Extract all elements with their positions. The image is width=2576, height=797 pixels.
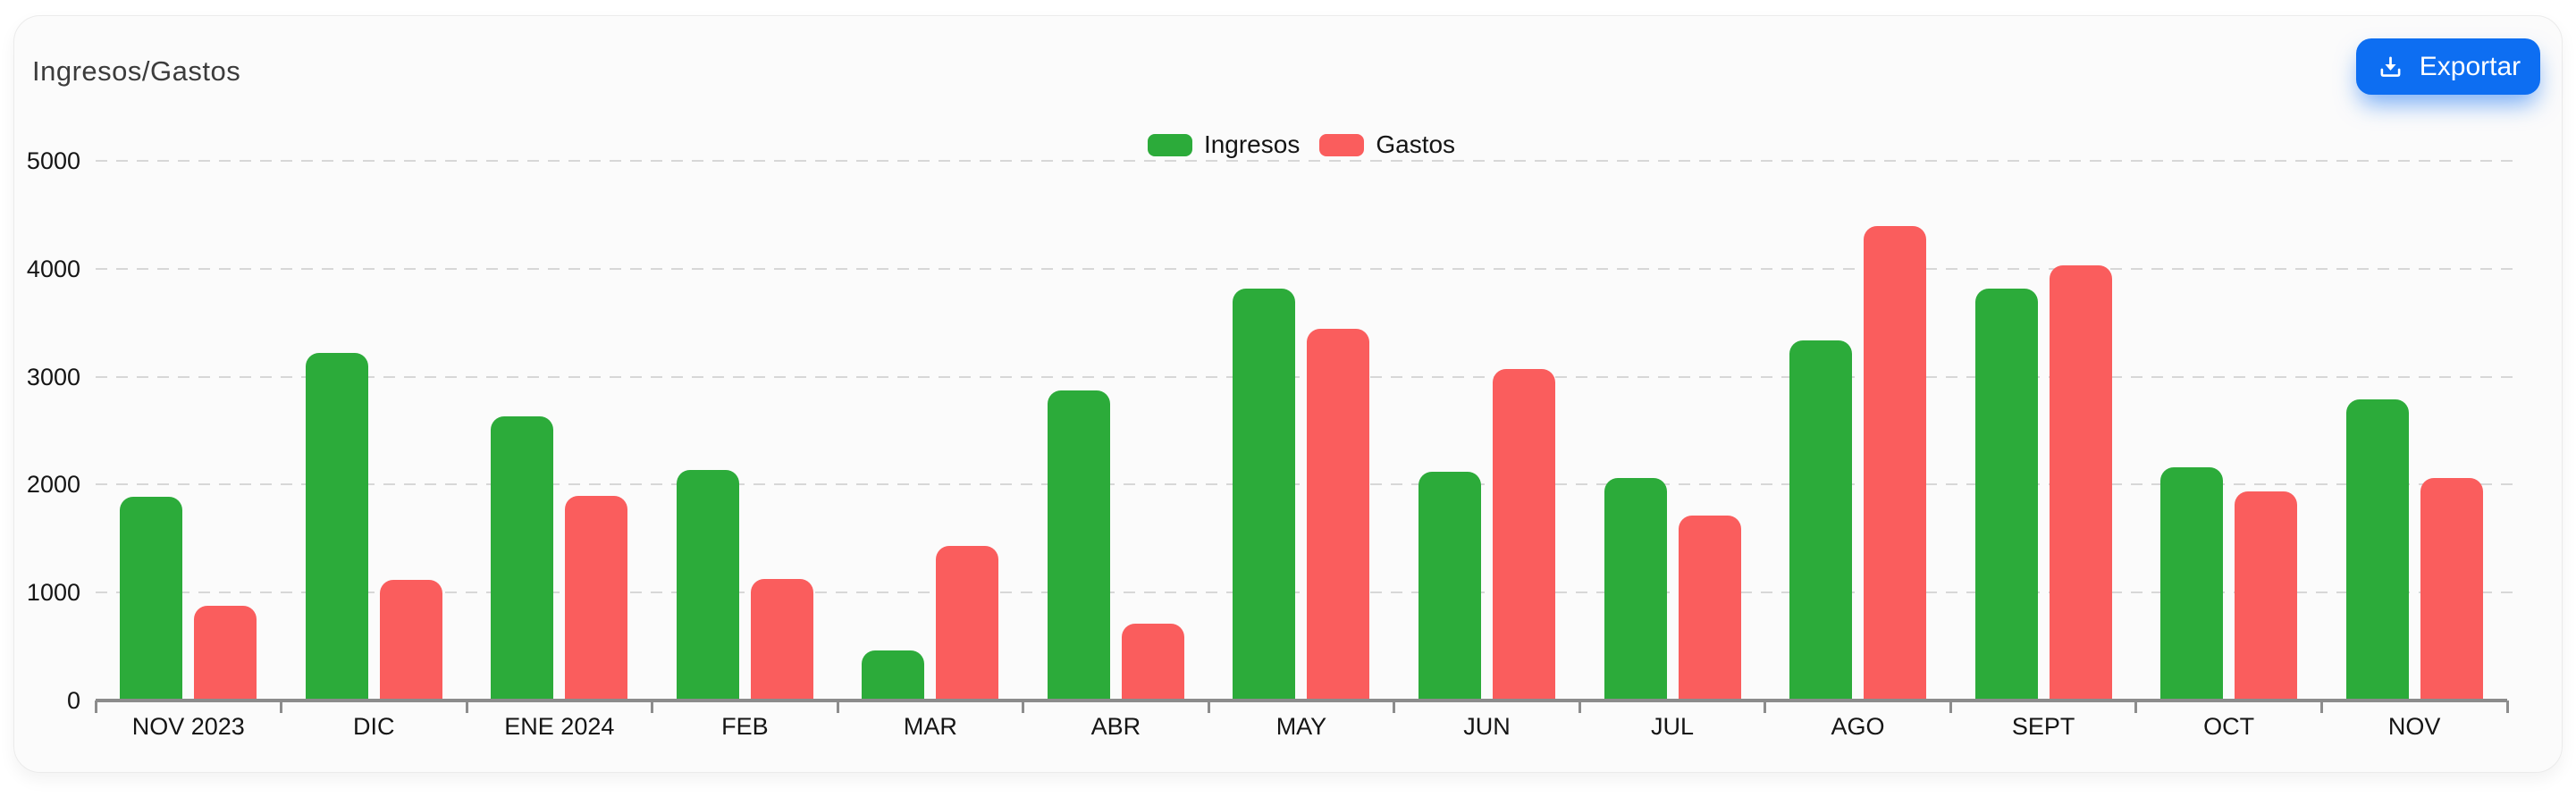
category-group-ene-2024 bbox=[467, 161, 652, 701]
bar-gastos-feb[interactable] bbox=[750, 578, 813, 701]
x-axis-label-ene-2024: ENE 2024 bbox=[504, 713, 615, 740]
bar-gastos-ene-2024[interactable] bbox=[565, 495, 628, 701]
category-group-abr bbox=[1023, 161, 1209, 701]
x-axis-tick bbox=[465, 701, 468, 713]
x-axis-label-jul: JUL bbox=[1651, 713, 1695, 740]
download-icon bbox=[2376, 52, 2405, 81]
bar-gastos-dic[interactable] bbox=[379, 579, 442, 701]
bar-gastos-nov[interactable] bbox=[2420, 478, 2483, 701]
bar-ingresos-mar[interactable] bbox=[862, 650, 925, 701]
export-button-label: Exportar bbox=[2419, 51, 2521, 81]
x-axis-label-nov-2023: NOV 2023 bbox=[131, 713, 245, 740]
category-group-oct bbox=[2136, 161, 2322, 701]
bar-gastos-nov-2023[interactable] bbox=[194, 605, 257, 701]
category-group-nov-2023 bbox=[96, 161, 282, 701]
legend-item-ingresos[interactable]: Ingresos bbox=[1147, 130, 1301, 159]
x-axis-line bbox=[96, 699, 2507, 702]
x-axis-tick bbox=[1022, 701, 1025, 713]
x-axis-tick bbox=[1207, 701, 1210, 713]
y-axis-tick-label-3000: 3000 bbox=[26, 363, 80, 390]
bar-ingresos-ago[interactable] bbox=[1789, 340, 1853, 701]
x-axis-tick bbox=[1949, 701, 1952, 713]
bar-ingresos-oct[interactable] bbox=[2160, 467, 2224, 701]
category-group-dic bbox=[282, 161, 467, 701]
x-axis-label-nov: NOV bbox=[2387, 713, 2441, 740]
x-axis-label-feb: FEB bbox=[721, 713, 769, 740]
x-axis-tick bbox=[1393, 701, 1396, 713]
x-ticks bbox=[94, 701, 2509, 713]
bar-ingresos-jun[interactable] bbox=[1418, 471, 1481, 701]
bars bbox=[96, 161, 2507, 701]
gastos-swatch-icon bbox=[1319, 133, 1365, 156]
ingresos-swatch-icon bbox=[1147, 133, 1192, 156]
bar-gastos-oct[interactable] bbox=[2235, 491, 2298, 701]
x-axis-tick bbox=[1764, 701, 1767, 713]
x-axis-tick bbox=[1578, 701, 1581, 713]
bar-ingresos-sept[interactable] bbox=[1974, 288, 2038, 701]
x-axis-tick bbox=[2319, 701, 2323, 713]
bar-gastos-mar[interactable] bbox=[936, 546, 999, 701]
bar-ingresos-nov-2023[interactable] bbox=[120, 496, 183, 701]
bar-gastos-jun[interactable] bbox=[1492, 369, 1555, 701]
category-group-ago bbox=[1765, 161, 1951, 701]
category-group-feb bbox=[652, 161, 838, 701]
x-axis-tick bbox=[836, 701, 839, 713]
chart-title: Ingresos/Gastos bbox=[32, 55, 241, 87]
x-axis-tick bbox=[94, 701, 97, 713]
y-axis-tick-label-4000: 4000 bbox=[26, 255, 80, 282]
category-group-jul bbox=[1579, 161, 1765, 701]
x-axis-tick bbox=[2134, 701, 2138, 713]
bar-ingresos-may[interactable] bbox=[1233, 288, 1296, 701]
y-axis-tick-label-1000: 1000 bbox=[26, 579, 80, 607]
y-axis-tick-label-2000: 2000 bbox=[26, 471, 80, 499]
bar-gastos-jul[interactable] bbox=[1678, 516, 1741, 701]
x-axis-tick bbox=[651, 701, 654, 713]
x-axis-label-ago: AGO bbox=[1831, 713, 1885, 740]
x-axis-label-may: MAY bbox=[1275, 713, 1327, 740]
bar-ingresos-feb[interactable] bbox=[676, 469, 739, 701]
ingresos-gastos-card: Ingresos/Gastos Exportar Ingresos Gastos… bbox=[13, 15, 2563, 773]
x-axis-labels: NOV 2023 DIC ENE 2024 FEB MAR ABR MAY JUN JUL AGO… bbox=[96, 713, 2507, 741]
legend-label-ingresos: Ingresos bbox=[1203, 130, 1301, 158]
x-axis-label-abr: ABR bbox=[1090, 713, 1141, 740]
category-group-nov bbox=[2321, 161, 2507, 701]
x-axis-label-dic: DIC bbox=[353, 713, 395, 740]
x-axis-label-oct: OCT bbox=[2203, 713, 2255, 740]
bar-ingresos-nov[interactable] bbox=[2345, 399, 2409, 701]
bar-gastos-abr[interactable] bbox=[1121, 624, 1184, 701]
x-axis-tick bbox=[2505, 701, 2509, 713]
legend-item-gastos[interactable]: Gastos bbox=[1319, 130, 1455, 159]
export-button[interactable]: Exportar bbox=[2356, 38, 2540, 95]
category-group-sept bbox=[1950, 161, 2136, 701]
bar-ingresos-abr[interactable] bbox=[1047, 390, 1110, 701]
x-axis-label-jun: JUN bbox=[1463, 713, 1511, 740]
category-group-mar bbox=[838, 161, 1023, 701]
x-axis-label-mar: MAR bbox=[903, 713, 957, 740]
y-axis-tick-label-5000: 5000 bbox=[26, 147, 80, 174]
bar-gastos-ago[interactable] bbox=[1864, 225, 1927, 701]
x-axis-tick bbox=[280, 701, 283, 713]
x-axis-label-sept: SEPT bbox=[2011, 713, 2075, 740]
bar-ingresos-ene-2024[interactable] bbox=[491, 416, 554, 701]
bar-gastos-sept[interactable] bbox=[2049, 265, 2112, 701]
category-group-may bbox=[1208, 161, 1394, 701]
legend-label-gastos: Gastos bbox=[1376, 130, 1456, 158]
chart-legend: Ingresos Gastos bbox=[96, 130, 2507, 159]
y-axis-tick-label-0: 0 bbox=[66, 687, 80, 714]
bar-ingresos-jul[interactable] bbox=[1604, 478, 1667, 701]
bar-gastos-may[interactable] bbox=[1307, 329, 1370, 701]
category-group-jun bbox=[1394, 161, 1580, 701]
y-axis-labels: 0 1000 2000 3000 4000 5000 bbox=[14, 147, 80, 714]
bar-ingresos-dic[interactable] bbox=[305, 353, 368, 701]
